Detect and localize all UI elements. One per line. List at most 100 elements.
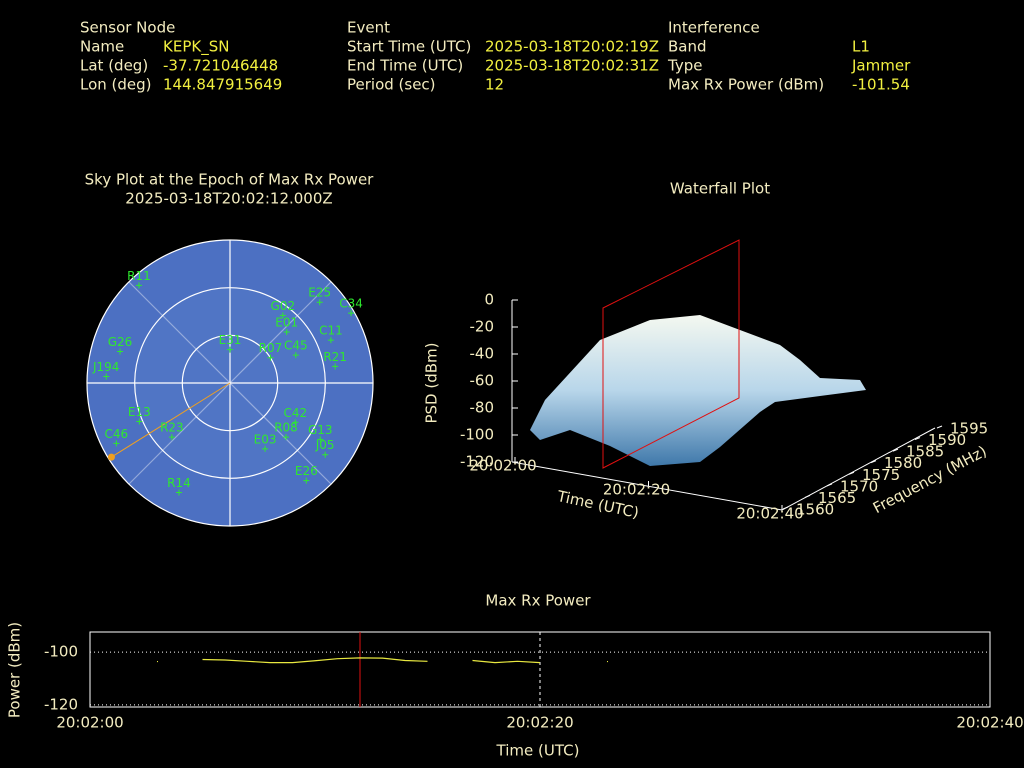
field-label: Band <box>668 38 707 56</box>
sat-marker <box>136 418 143 425</box>
sat-marker <box>279 312 286 319</box>
sat-label: G02 <box>271 299 296 313</box>
sat-label: R08 <box>274 421 298 435</box>
field-value: KEPK_SN <box>163 38 229 57</box>
sat-marker <box>175 489 182 496</box>
sat-label: G26 <box>108 335 133 349</box>
field-label: Type <box>667 57 702 75</box>
sat-label: E13 <box>128 405 151 419</box>
field-value: -101.54 <box>852 76 910 94</box>
y-tick-label: 1570 <box>840 477 878 495</box>
z-tick-label: -60 <box>470 372 495 390</box>
jammer-direction <box>111 382 231 458</box>
sky-subtitle: 2025-03-18T20:02:12.000Z <box>125 190 332 208</box>
field-value: Jammer <box>851 57 911 75</box>
sat-marker <box>348 310 355 317</box>
sat-marker <box>292 352 299 359</box>
y-tick <box>914 437 921 441</box>
y-tick-label: -100 <box>44 643 78 661</box>
sat-marker <box>113 440 120 447</box>
field-value: -37.721046448 <box>163 57 278 75</box>
sat-label: R11 <box>127 269 151 283</box>
y-tick <box>870 460 877 464</box>
y-tick-label: 1565 <box>818 489 856 507</box>
jammer-marker <box>107 453 115 461</box>
sat-label: R07 <box>259 341 283 355</box>
field-label: End Time (UTC) <box>347 57 463 75</box>
sat-marker <box>292 419 299 426</box>
z-tick-label: -20 <box>470 318 495 336</box>
z-tick-label: -40 <box>470 345 495 363</box>
sky-title: Sky Plot at the Epoch of Max Rx Power <box>85 171 375 189</box>
x-tick-label: 20:02:40 <box>956 714 1023 732</box>
header-title: Interference <box>668 19 760 37</box>
sat-marker <box>103 373 110 380</box>
sat-label: R21 <box>323 350 347 364</box>
field-value: 2025-03-18T20:02:19Z <box>485 38 659 56</box>
sat-label: C42 <box>284 406 308 420</box>
y-tick <box>804 494 811 498</box>
header-title: Sensor Node <box>80 19 175 37</box>
sat-marker <box>332 363 339 370</box>
z-tick-label: -100 <box>460 426 494 444</box>
field-value: L1 <box>852 38 870 56</box>
field-label: Max Rx Power (dBm) <box>668 76 824 94</box>
x-tick-label: 20:02:40 <box>736 505 803 523</box>
y-tick-label: 1575 <box>862 466 900 484</box>
y-tick-label: 1595 <box>950 420 988 438</box>
y-tick-label: 1580 <box>884 454 922 472</box>
field-value: 12 <box>485 76 504 94</box>
sat-label: E26 <box>295 464 318 478</box>
sat-label: G13 <box>308 423 333 437</box>
z-tick-label: 0 <box>484 291 494 309</box>
x-tick-label: 20:02:20 <box>603 481 670 499</box>
y-tick-label: 1585 <box>906 443 944 461</box>
sat-label: J194 <box>92 360 119 374</box>
sat-marker <box>322 451 329 458</box>
x-tick-label: 20:02:00 <box>56 714 123 732</box>
sat-label: R23 <box>160 421 184 435</box>
sat-marker <box>316 299 323 306</box>
field-label: Name <box>80 38 124 56</box>
z-tick-label: -80 <box>470 399 495 417</box>
y-tick <box>826 483 833 487</box>
y-tick <box>892 448 899 452</box>
z-axis-title: PSD (dBm) <box>423 342 441 423</box>
y-tick-label: -120 <box>44 695 78 713</box>
sat-marker <box>227 346 233 353</box>
sat-marker <box>168 434 175 441</box>
sat-label: J05 <box>315 438 335 452</box>
y-tick-label: 1590 <box>928 431 966 449</box>
x-tick-label: 20:02:20 <box>506 714 573 732</box>
power-line <box>157 657 608 664</box>
sat-marker <box>117 348 124 355</box>
y-tick <box>848 471 855 475</box>
chart-title: Waterfall Plot <box>670 180 770 198</box>
sat-label: E25 <box>308 286 331 300</box>
epoch-plane <box>602 239 740 469</box>
sat-marker <box>303 477 310 484</box>
sat-label: C34 <box>339 297 363 311</box>
field-value: 2025-03-18T20:02:31Z <box>485 57 659 75</box>
header-title: Event <box>347 19 390 37</box>
field-label: Lat (deg) <box>80 57 148 75</box>
waterfall-surface <box>530 315 866 466</box>
sat-marker <box>283 328 290 335</box>
sat-label: C45 <box>284 339 308 353</box>
field-value: 144.847915649 <box>163 76 282 94</box>
chart-title: Max Rx Power <box>485 592 591 610</box>
sat-label: C11 <box>319 324 343 338</box>
y-tick-label: 1560 <box>796 501 834 519</box>
z-tick-label: -120 <box>460 453 494 471</box>
sat-label: E03 <box>254 432 277 446</box>
y-tick <box>782 506 789 510</box>
sat-label: E01 <box>275 315 298 329</box>
field-label: Period (sec) <box>347 76 436 94</box>
sat-label: R14 <box>167 476 191 490</box>
y-axis-title: Power (dBm) <box>6 622 24 718</box>
field-label: Lon (deg) <box>80 76 152 94</box>
sat-marker <box>317 436 324 443</box>
sat-label: C46 <box>105 427 129 441</box>
sat-marker <box>267 354 274 361</box>
